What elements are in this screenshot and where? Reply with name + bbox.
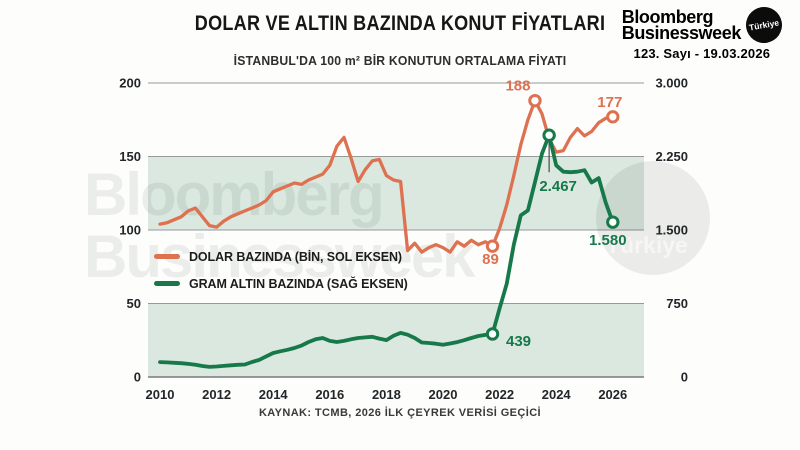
right-axis-tick-label: 750 (666, 296, 688, 311)
x-axis-tick-label: 2020 (429, 387, 458, 402)
legend-item-dollar: DOLAR BAZINDA (BİN, SOL EKSEN) (154, 249, 408, 264)
x-axis-tick-label: 2024 (542, 387, 572, 402)
data-point-marker (606, 110, 620, 124)
x-axis-tick-label: 2026 (598, 387, 627, 402)
right-axis-tick-label: 2.250 (655, 149, 688, 164)
data-point-marker (485, 327, 500, 341)
page-subtitle: İSTANBUL'DA 100 m² BİR KONUTUN ORTALAMA … (233, 53, 567, 68)
brand-logo-row: Bloomberg Businessweek Türkiye (621, 4, 785, 46)
watermark-circle (596, 161, 710, 275)
brand-wordmark: Bloomberg Businessweek (621, 7, 742, 43)
right-axis-tick-label: 0 (681, 370, 688, 385)
x-axis-tick-label: 2016 (315, 387, 344, 402)
watermark-text: Businessweek (84, 223, 476, 290)
gold-series-line (158, 133, 615, 369)
watermark-text: Bloomberg (84, 161, 383, 228)
left-axis-tick-label: 200 (119, 76, 141, 91)
annotation-label: 1.580 (589, 232, 627, 249)
gold-series-label: GRAM ALTIN BAZINDA (SAĞ EKSEN) (189, 276, 408, 291)
left-axis-tick-label: 100 (119, 223, 141, 238)
data-point-marker (542, 128, 556, 142)
annotation-label: 439 (506, 333, 531, 350)
dollar-series-swatch (154, 254, 180, 259)
x-axis-tick-label: 2010 (146, 387, 175, 402)
annotation-label: 2.467 (539, 178, 577, 195)
data-point-marker (485, 239, 500, 253)
chart-legend: DOLAR BAZINDA (BİN, SOL EKSEN) GRAM ALTI… (154, 250, 408, 304)
left-axis-tick-label: 150 (119, 149, 141, 164)
right-axis-tick-label: 3.000 (655, 76, 688, 91)
brand-wordmark-line2: Businessweek (621, 23, 742, 43)
x-axis-tick-label: 2014 (259, 387, 289, 402)
brand-wordmark-line1: Bloomberg (621, 7, 714, 27)
page-title: DOLAR VE ALTIN BAZINDA KONUT FİYATLARI (194, 12, 606, 35)
gold-series-swatch (154, 281, 180, 286)
left-axis-tick-label: 50 (127, 296, 141, 311)
x-axis-tick-label: 2012 (202, 387, 231, 402)
annotation-label: 177 (597, 94, 622, 111)
dollar-series-label: DOLAR BAZINDA (BİN, SOL EKSEN) (189, 249, 402, 264)
issue-date-label: 123. Sayı - 19.03.2026 (633, 46, 771, 61)
annotation-label: 89 (482, 251, 499, 268)
brand-logo: Bloomberg Businessweek Türkiye 123. Sayı… (621, 4, 785, 61)
x-axis-tick-label: 2018 (372, 387, 401, 402)
x-axis-tick-label: 2022 (485, 387, 514, 402)
legend-item-gold: GRAM ALTIN BAZINDA (SAĞ EKSEN) (154, 276, 408, 291)
watermark-badge-text: Türkiye (606, 232, 688, 258)
annotation-label: 188 (505, 78, 530, 95)
left-axis-tick-label: 0 (134, 370, 141, 385)
right-axis-tick-label: 1.500 (655, 223, 688, 238)
data-point-marker (528, 93, 542, 108)
data-point-marker (606, 215, 620, 229)
source-note: KAYNAK: TCMB, 2026 İLK ÇEYREK VERİSİ GEÇ… (258, 407, 542, 419)
